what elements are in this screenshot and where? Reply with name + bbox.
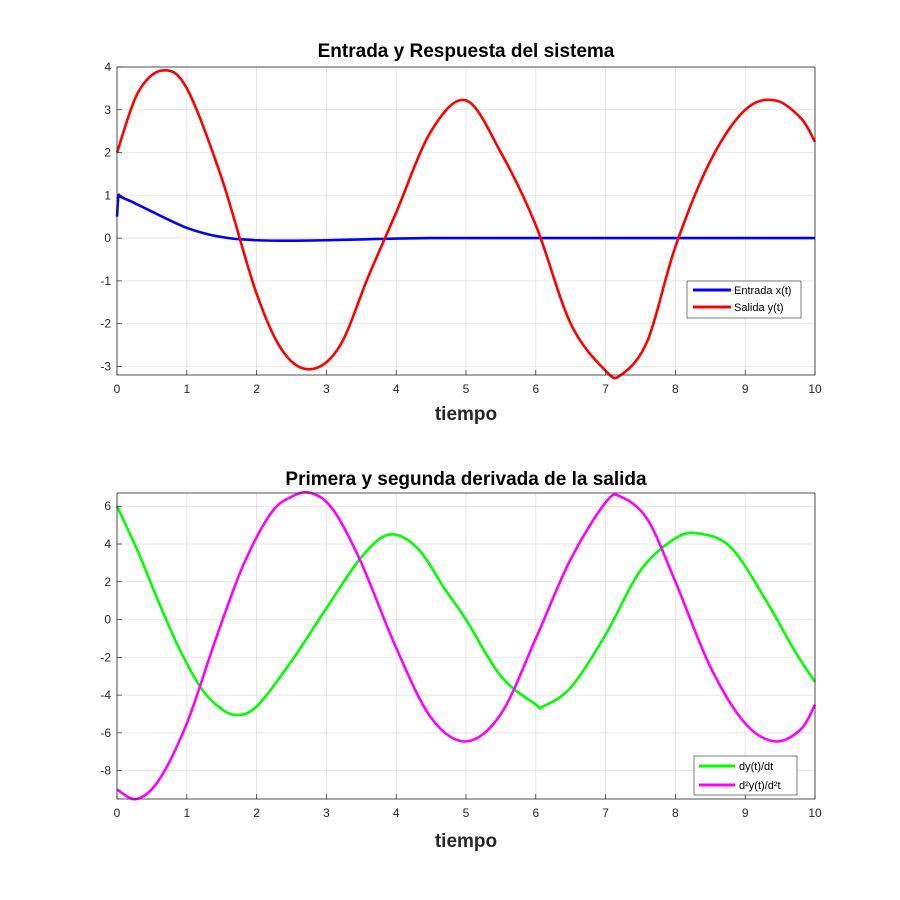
y-ticks: -3 -2 -1 0 1 2 3 4 [100,60,122,373]
y-tick-label: 4 [104,537,111,551]
y-tick-label: -4 [100,688,111,702]
x-tick-label: 6 [532,806,539,820]
x-tick-label: 2 [253,806,260,820]
chart-top: 0 1 2 3 4 5 6 7 8 9 10 -3 -2 -1 0 1 2 3 4 Entrada y Respu… [100,41,822,425]
legend-label-entrada: Entrada x(t) [734,285,791,297]
y-tick-label: 1 [104,188,111,202]
legend-label-dy: dy(t)/dt [739,761,773,773]
x-tick-label: 3 [323,806,330,820]
x-tick-label: 1 [183,806,190,820]
x-tick-label: 4 [393,806,400,820]
y-tick-label: -2 [100,650,111,664]
x-tick-label: 0 [114,382,121,396]
chart-title: Primera y segunda derivada de la salida [285,469,647,490]
y-ticks: 6 4 2 0 -2 -4 -6 -8 [100,499,122,778]
y-tick-label: 2 [104,146,111,160]
series-line-1 [115,68,817,380]
x-tick-label: 7 [602,806,609,820]
x-tick-label: 3 [323,382,330,396]
series-lines [115,68,817,380]
x-tick-label: 7 [602,382,609,396]
x-ticks: 0 1 2 3 4 5 6 7 8 9 10 [114,370,822,396]
legend: dy(t)/dt d²y(t)/d²t [693,755,798,796]
x-tick-label: 9 [742,382,749,396]
y-tick-label: -3 [100,359,111,373]
x-tick-label: 0 [114,806,121,820]
x-tick-label: 9 [742,806,749,820]
x-tick-label: 5 [463,806,470,820]
chart-bottom: 0 1 2 3 4 5 6 7 8 9 10 6 4 2 0 -2 -4 -6 -8 Primera y segu… [100,469,822,852]
y-tick-label: 3 [104,103,111,117]
legend-label-salida: Salida y(t) [734,302,784,314]
y-tick-label: 0 [104,613,111,627]
legend-box [693,755,798,796]
grid [116,493,816,799]
x-tick-label: 1 [183,382,190,396]
x-tick-label: 4 [393,382,400,396]
y-tick-label: -6 [100,726,111,740]
x-tick-label: 10 [808,806,822,820]
legend: Entrada x(t) Salida y(t) [686,280,802,319]
x-axis-label: tiempo [435,831,497,852]
x-tick-label: 10 [808,382,822,396]
series-line-0 [115,505,817,717]
x-axis-label: tiempo [435,404,497,425]
x-tick-label: 6 [532,382,539,396]
y-tick-label: 0 [104,231,111,245]
series-lines [115,490,817,801]
x-tick-label: 2 [253,382,260,396]
x-tick-label: 8 [672,382,679,396]
x-ticks: 0 1 2 3 4 5 6 7 8 9 10 [114,794,822,820]
series-line-0 [115,193,815,243]
y-tick-label: -1 [100,274,111,288]
y-tick-label: -8 [100,764,111,778]
legend-label-d2y: d²y(t)/d²t [739,780,781,792]
y-tick-label: 4 [104,60,111,74]
y-tick-label: -2 [100,317,111,331]
chart-title: Entrada y Respuesta del sistema [318,41,615,62]
x-tick-label: 8 [672,806,679,820]
x-tick-label: 5 [463,382,470,396]
y-tick-label: 2 [104,575,111,589]
y-tick-label: 6 [104,499,111,513]
legend-box [686,280,802,319]
series-line-1 [116,490,817,801]
